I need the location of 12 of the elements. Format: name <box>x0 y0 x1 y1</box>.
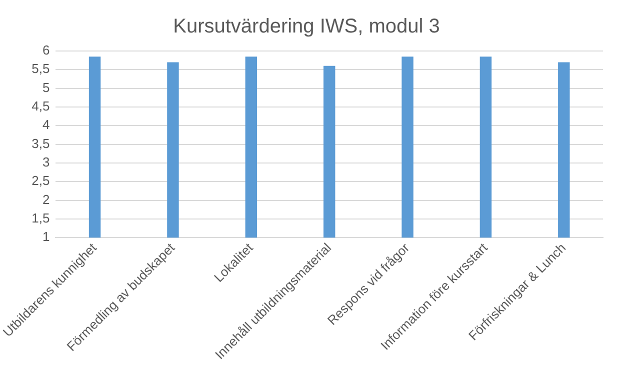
y-tick-label: 3 <box>42 154 50 170</box>
y-tick-label: 2,5 <box>32 173 50 188</box>
y-tick-label: 6 <box>42 42 50 58</box>
y-tick-label: 4 <box>42 117 50 132</box>
y-tick-label: 1 <box>42 229 50 244</box>
y-tick-label: 5 <box>42 80 50 95</box>
y-tick-label: 3,5 <box>32 136 50 151</box>
y-tick-label: 5,5 <box>32 61 50 76</box>
y-tick-label: 4,5 <box>32 98 50 114</box>
y-tick-label: 1,5 <box>32 210 50 226</box>
y-tick-label: 2 <box>42 192 50 207</box>
chart-title: Kursutvärdering IWS, modul 3 <box>173 16 440 38</box>
